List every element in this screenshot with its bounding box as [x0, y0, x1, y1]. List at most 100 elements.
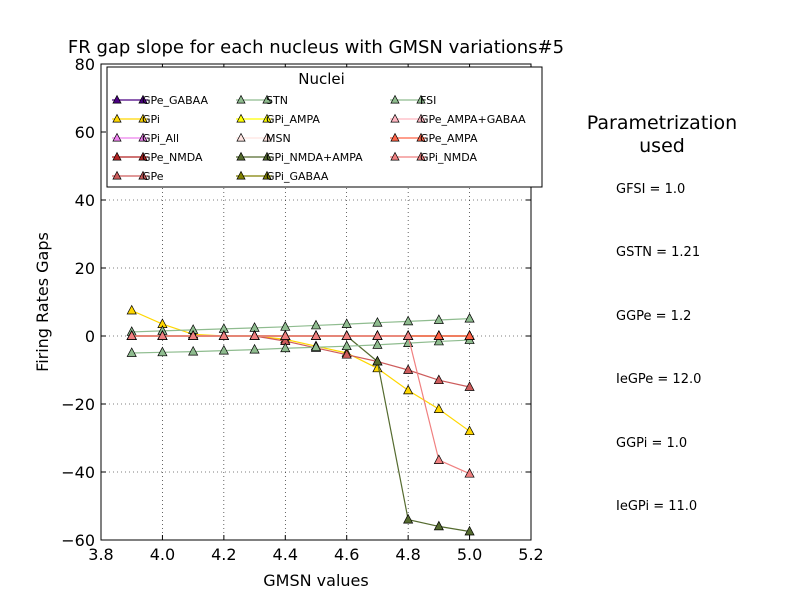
param-gstn: GSTN = 1.21: [616, 245, 701, 260]
y-tick-label: 0: [85, 327, 95, 346]
x-tick-label: 5.0: [457, 545, 482, 564]
legend-label: GPi_NMDA+AMPA: [266, 151, 363, 164]
x-axis-label: GMSN values: [263, 571, 368, 590]
data-point-GPi_NMDA: [403, 330, 414, 340]
legend-swatch-marker: [262, 170, 272, 180]
legend-swatch-marker: [138, 151, 148, 161]
plot-frame: [100, 63, 532, 541]
data-point-GPi_NMDA: [280, 330, 291, 340]
y-axis-label: Firing Rates Gaps: [33, 232, 52, 372]
data-point-GPi: [433, 403, 444, 413]
legend-swatch-marker: [112, 113, 122, 123]
data-point-GPi_NMDA: [372, 330, 383, 340]
legend-label: GPi_GABAA: [266, 170, 329, 183]
param-ggpe: GGPe = 1.2: [616, 309, 692, 324]
legend-title: Nuclei: [298, 70, 345, 88]
series-line-GPi_NMDA+AMPA: [131, 335, 470, 533]
legend-label: GPi_AMPA: [266, 113, 320, 126]
x-tick-label: 4.4: [273, 545, 298, 564]
data-point-FSI: [372, 339, 383, 349]
legend-label: STN: [266, 94, 288, 107]
parametrization-title-line2: used: [639, 135, 685, 157]
data-point-GPi_NMDA: [157, 330, 168, 340]
data-point-FSI: [280, 342, 291, 353]
x-tick-label: 4.2: [211, 545, 236, 564]
legend-label: GPi: [142, 113, 160, 126]
legend-label: GPi_NMDA: [420, 151, 477, 164]
legend-swatch-marker: [138, 170, 148, 180]
y-tick-label: 80: [75, 55, 95, 74]
series-line-GPi: [131, 309, 470, 432]
x-tick-label: 3.8: [88, 545, 113, 564]
data-point-GPi_NMDA+AMPA: [433, 520, 444, 531]
param-gfsi: GFSI = 1.0: [616, 182, 686, 197]
chart-title: FR gap slope for each nucleus with GMSN …: [68, 37, 564, 58]
legend-swatch-marker: [138, 113, 148, 123]
data-point-GPi_NMDA: [218, 330, 229, 340]
data-point-GPe: [403, 364, 414, 374]
series-line-FSI: [131, 339, 470, 354]
data-point-STN: [433, 314, 444, 324]
data-point-GPi_NMDA: [188, 330, 199, 340]
legend-swatch-marker: [236, 94, 246, 104]
data-point-STN: [280, 321, 291, 331]
legend-swatch-marker: [262, 132, 272, 142]
data-point-GPi_NMDA+AMPA: [464, 525, 475, 536]
legend-swatch-marker: [112, 151, 122, 161]
data-point-GPe: [341, 348, 352, 359]
series-line-STN: [131, 318, 470, 333]
legend-swatch-marker: [112, 94, 122, 104]
y-tick-label: −40: [61, 463, 95, 482]
legend-label: FSI: [420, 94, 436, 107]
param-ggpi: GGPi = 1.0: [616, 436, 688, 451]
data-point-FSI: [126, 347, 137, 357]
data-point-GPe_AMPA: [433, 330, 444, 340]
data-point-GPi: [126, 304, 137, 315]
data-point-GPe: [464, 381, 475, 391]
parametrization-title: Parametrization used: [562, 112, 762, 158]
param-iegpi: IeGPi = 11.0: [616, 499, 698, 514]
data-point-STN: [372, 316, 383, 327]
legend-swatch-marker: [112, 170, 122, 180]
legend-swatch-marker: [236, 113, 246, 123]
legend-swatch-marker: [138, 132, 148, 142]
data-point-GPe_AMPA: [464, 330, 475, 340]
legend-swatch-marker: [138, 94, 148, 104]
legend-swatch-marker: [236, 170, 246, 180]
data-point-STN: [249, 322, 260, 332]
data-point-GPi_NMDA: [310, 330, 322, 340]
legend-label: GPe: [142, 170, 164, 183]
x-tick-label: 4.6: [334, 545, 359, 564]
data-point-GPi_NMDA+AMPA: [403, 513, 414, 524]
legend-swatch-marker: [390, 151, 400, 161]
series-line-GPi_NMDA: [131, 335, 470, 475]
legend-swatch-marker: [390, 94, 400, 104]
legend-swatch-marker: [262, 94, 272, 104]
data-point-GPi_NMDA+AMPA: [372, 355, 383, 366]
legend-label: GPe_AMPA+GABAA: [420, 113, 526, 126]
data-point-GPe: [433, 374, 444, 385]
data-point-FSI: [157, 346, 168, 357]
legend-label: GPe_GABAA: [142, 94, 208, 107]
legend-label: MSN: [266, 132, 291, 145]
legend-label: GPe_NMDA: [142, 151, 203, 164]
data-point-FSI: [310, 341, 322, 352]
y-tick-label: 20: [75, 259, 95, 278]
x-tick-label: 4.0: [150, 545, 175, 564]
legend-box: [106, 66, 543, 188]
data-point-GPi_NMDA: [126, 330, 137, 340]
legend-swatch-marker: [236, 132, 246, 142]
x-tick-label: 5.2: [518, 545, 543, 564]
data-point-STN: [403, 315, 414, 326]
data-point-STN: [310, 319, 322, 330]
legend-swatch-marker: [262, 151, 272, 161]
data-point-GPi: [403, 384, 414, 395]
legend-swatch-marker: [416, 94, 426, 104]
data-point-FSI: [249, 343, 260, 354]
legend-swatch-marker: [390, 132, 400, 142]
data-point-GPi: [464, 425, 475, 436]
data-point-GPi_NMDA: [433, 454, 444, 464]
legend-swatch-marker: [112, 132, 122, 142]
